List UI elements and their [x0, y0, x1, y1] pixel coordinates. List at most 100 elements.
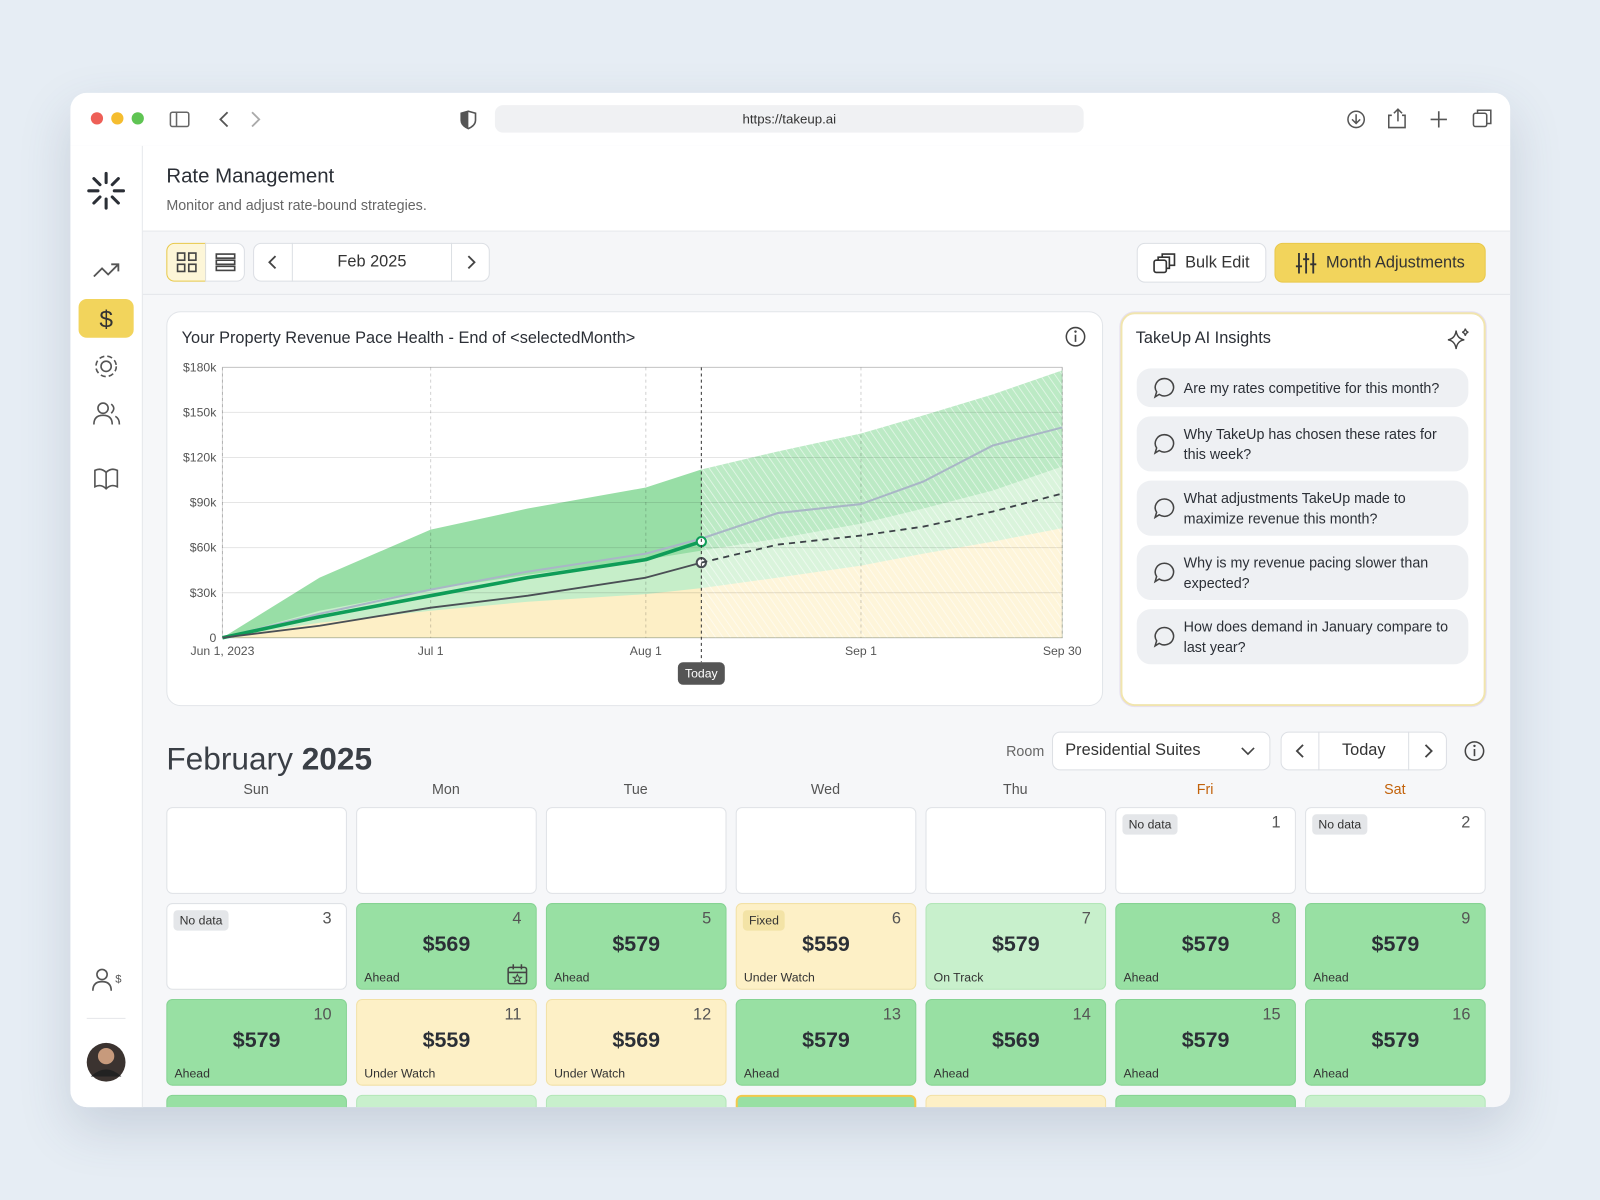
- day-status: Ahead: [554, 970, 590, 985]
- day-cell[interactable]: 8 $579 Ahead: [1115, 903, 1296, 990]
- day-cell[interactable]: 5 $579 Ahead: [545, 903, 727, 990]
- day-price: $579: [1181, 932, 1230, 957]
- day-cell[interactable]: 16 $579 Ahead: [1305, 998, 1486, 1086]
- chat-icon: [1153, 626, 1175, 648]
- day-cell[interactable]: 12 $569 Under Watch: [545, 998, 727, 1086]
- plot-frame: [221, 366, 1063, 639]
- day-number: 13: [882, 1006, 902, 1024]
- url: https://takeup.ai: [742, 111, 837, 127]
- day-number: 14: [1072, 1006, 1091, 1024]
- day-cell[interactable]: [925, 1094, 1107, 1108]
- info-icon[interactable]: [1065, 326, 1086, 347]
- insight-question[interactable]: Are my rates competitive for this month?: [1136, 368, 1469, 408]
- bulk-edit-button[interactable]: Bulk Edit: [1136, 242, 1267, 283]
- day-number: 4: [512, 910, 522, 928]
- day-price: $579: [612, 932, 661, 957]
- weekday-label: Sun: [243, 780, 269, 797]
- prev-month-button[interactable]: [253, 242, 293, 282]
- day-cell[interactable]: [545, 807, 727, 894]
- day-cell[interactable]: 15 $579 Ahead: [1115, 998, 1296, 1086]
- insight-question[interactable]: How does demand in January compare to la…: [1136, 609, 1469, 665]
- insight-question[interactable]: Why TakeUp has chosen these rates for th…: [1136, 416, 1469, 472]
- maximize-button[interactable]: [131, 112, 144, 125]
- day-cell[interactable]: [735, 807, 917, 894]
- day-tag: Fixed: [742, 910, 786, 931]
- day-cell[interactable]: [166, 1094, 347, 1108]
- month-label: Feb 2025: [337, 253, 407, 271]
- insights-title: TakeUp AI Insights: [1135, 329, 1271, 347]
- day-cell[interactable]: 11 $559 Under Watch: [356, 998, 537, 1086]
- day-status: Ahead: [1313, 1066, 1349, 1081]
- day-number: 10: [313, 1006, 332, 1024]
- insight-question[interactable]: What adjustments TakeUp made to maximize…: [1136, 480, 1469, 536]
- day-price: $559: [802, 932, 850, 957]
- day-price: $559: [422, 1028, 471, 1053]
- day-cell[interactable]: [925, 807, 1107, 894]
- y-tick-label: $180k: [183, 360, 217, 374]
- day-cell[interactable]: No data 1: [1115, 807, 1296, 894]
- line: [222, 539, 702, 640]
- day-cell[interactable]: [166, 807, 347, 894]
- day-cell[interactable]: [356, 807, 537, 894]
- month-adjustments-button[interactable]: Month Adjustments: [1274, 242, 1486, 283]
- insight-question[interactable]: Why is my revenue pacing slower than exp…: [1136, 544, 1469, 600]
- weekday-label: Tue: [623, 780, 648, 797]
- day-number: 1: [1271, 814, 1281, 832]
- revenue-chart: Your Property Revenue Pace Health - End …: [182, 326, 1086, 685]
- today-button[interactable]: Today: [1341, 741, 1386, 760]
- day-cell[interactable]: 4 $569 Ahead: [356, 903, 537, 990]
- room-value: Presidential Suites: [1065, 741, 1201, 760]
- next-month-button[interactable]: [451, 242, 490, 282]
- close-button[interactable]: [90, 112, 104, 125]
- day-cell[interactable]: [735, 1094, 917, 1108]
- day-cell[interactable]: 14 $569 Ahead: [925, 998, 1107, 1086]
- calendar-info-icon[interactable]: [1463, 740, 1485, 762]
- revenue-chart-card: Your Property Revenue Pace Health - End …: [166, 311, 1104, 707]
- day-number: 6: [891, 910, 902, 928]
- question-text: How does demand in January compare to la…: [1183, 618, 1449, 656]
- day-number: 9: [1461, 910, 1471, 928]
- chat-icon: [1153, 562, 1175, 584]
- day-number: 16: [1452, 1006, 1471, 1024]
- day-number: 5: [702, 910, 712, 928]
- address-bar[interactable]: https://takeup.ai: [494, 105, 1084, 133]
- page-subtitle: Monitor and adjust rate-bound strategies…: [166, 196, 427, 214]
- day-cell[interactable]: [1115, 1094, 1296, 1108]
- list-view-button[interactable]: [205, 242, 245, 282]
- page-title: Rate Management: [166, 165, 335, 188]
- question-text: What adjustments TakeUp made to maximize…: [1183, 489, 1406, 527]
- day-cell[interactable]: 7 $579 On Track: [925, 903, 1107, 990]
- grid-view-button[interactable]: [166, 242, 207, 282]
- day-status: Ahead: [174, 1066, 210, 1081]
- day-cell[interactable]: No data 2: [1305, 807, 1486, 894]
- prev-button[interactable]: [1281, 731, 1320, 771]
- calendar-month: February: [166, 740, 293, 777]
- svg-text:$: $: [99, 307, 113, 334]
- day-cell[interactable]: Fixed 6 $559 Under Watch: [735, 903, 917, 990]
- day-cell[interactable]: 9 $579 Ahead: [1305, 903, 1486, 990]
- minimize-button[interactable]: [111, 112, 124, 125]
- day-number: 3: [322, 910, 332, 928]
- sidebar-icons[interactable]: $ $: [70, 146, 141, 1107]
- room-label: Room: [1006, 742, 1045, 760]
- day-cell[interactable]: [1305, 1094, 1486, 1108]
- day-status: On Track: [933, 970, 984, 985]
- day-cell[interactable]: 13 $579 Ahead: [735, 998, 917, 1086]
- day-cell[interactable]: [545, 1094, 727, 1108]
- day-cell[interactable]: No data 3: [166, 903, 347, 990]
- browser-actions[interactable]: [1337, 104, 1500, 135]
- day-number: 12: [693, 1006, 712, 1024]
- room-select[interactable]: Presidential Suites: [1052, 731, 1271, 771]
- browser-window: https://takeup.ai $ $ Rate Management Mo…: [70, 92, 1511, 1108]
- day-price: $579: [1181, 1028, 1230, 1053]
- browser-controls[interactable]: [163, 104, 500, 135]
- day-price: $569: [991, 1028, 1040, 1053]
- day-price: $569: [422, 932, 471, 957]
- day-cell[interactable]: 10 $579 Ahead: [166, 998, 347, 1086]
- day-status: Ahead: [1123, 970, 1159, 985]
- day-cell[interactable]: [356, 1094, 537, 1108]
- chat-icon: [1153, 498, 1175, 520]
- weekday-label: Thu: [1002, 780, 1028, 797]
- next-button[interactable]: [1408, 731, 1447, 771]
- day-price: $579: [991, 932, 1040, 957]
